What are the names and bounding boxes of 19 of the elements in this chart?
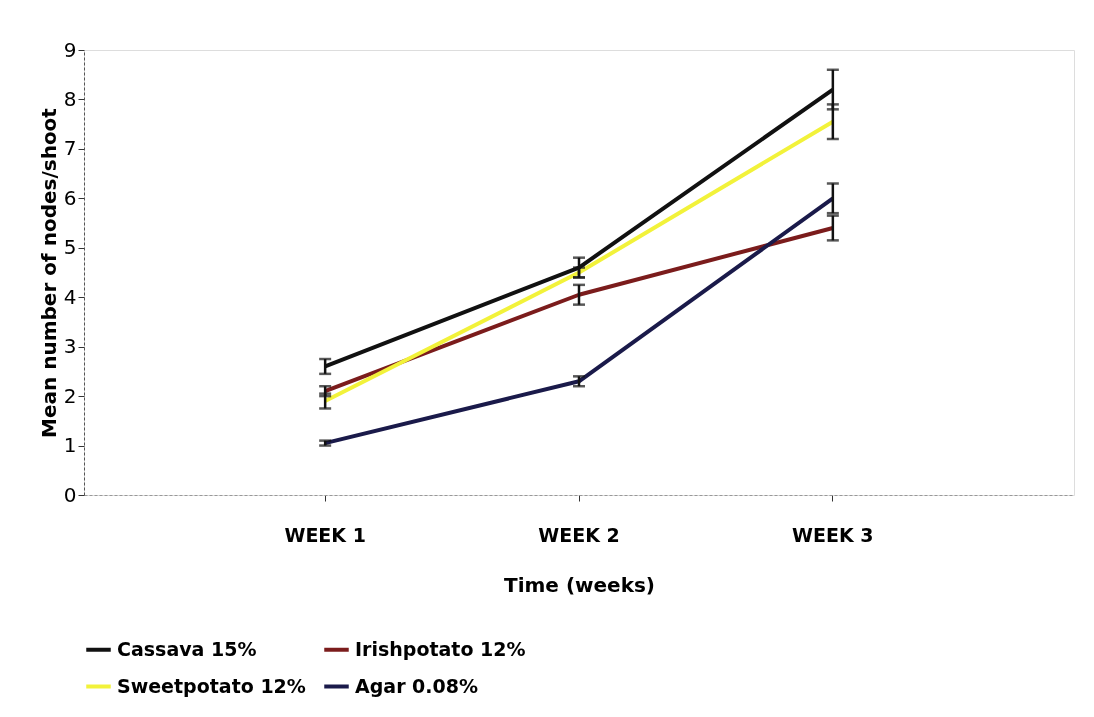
y-tick-label: 4	[63, 284, 77, 309]
y-tick-label: 8	[63, 86, 77, 111]
legend-label: Irishpotato 12%	[355, 637, 526, 660]
y-tick-label: 0	[63, 482, 77, 507]
legend-label: Cassava 15%	[117, 637, 257, 660]
y-tick-label: 7	[63, 136, 77, 161]
y-tick-label: 3	[63, 334, 77, 359]
y-axis-title: Mean number of nodes/shoot	[36, 107, 61, 438]
x-axis-title: Time (weeks)	[504, 572, 655, 597]
y-tick-label: 2	[63, 383, 77, 408]
y-tick-label: 6	[63, 185, 77, 210]
x-tick-label: WEEK 1	[284, 523, 366, 546]
legend-label: Sweetpotato 12%	[117, 674, 306, 697]
y-tick-label: 9	[63, 37, 77, 62]
legend-label: Agar 0.08%	[355, 674, 479, 697]
x-tick-label: WEEK 3	[792, 523, 874, 546]
y-tick-label: 5	[63, 235, 77, 260]
x-tick-label: WEEK 2	[538, 523, 620, 546]
y-tick-label: 1	[63, 433, 77, 458]
